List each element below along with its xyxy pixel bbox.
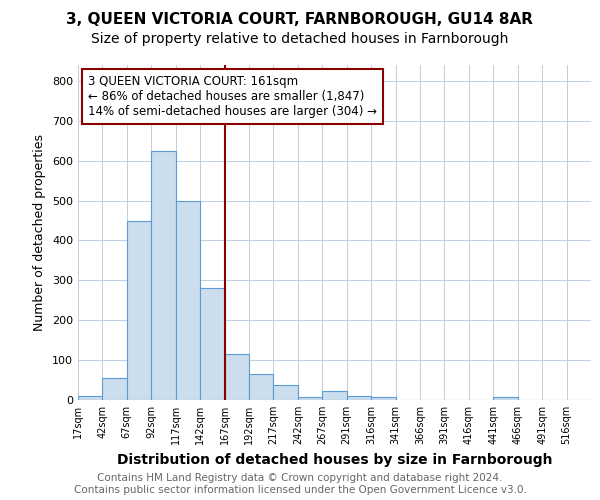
Bar <box>298 397 322 400</box>
Bar <box>103 378 127 400</box>
Bar <box>347 396 371 400</box>
Bar <box>224 354 249 400</box>
X-axis label: Distribution of detached houses by size in Farnborough: Distribution of detached houses by size … <box>117 452 552 466</box>
Y-axis label: Number of detached properties: Number of detached properties <box>34 134 46 331</box>
Bar <box>274 385 298 400</box>
Bar <box>200 288 224 400</box>
Bar <box>322 391 347 400</box>
Bar <box>371 397 395 400</box>
Bar <box>493 397 518 400</box>
Bar <box>127 220 151 400</box>
Bar <box>176 200 200 400</box>
Text: Contains HM Land Registry data © Crown copyright and database right 2024.
Contai: Contains HM Land Registry data © Crown c… <box>74 474 526 495</box>
Text: 3 QUEEN VICTORIA COURT: 161sqm
← 86% of detached houses are smaller (1,847)
14% : 3 QUEEN VICTORIA COURT: 161sqm ← 86% of … <box>88 75 377 118</box>
Bar <box>249 374 274 400</box>
Bar <box>78 396 103 400</box>
Text: Size of property relative to detached houses in Farnborough: Size of property relative to detached ho… <box>91 32 509 46</box>
Text: 3, QUEEN VICTORIA COURT, FARNBOROUGH, GU14 8AR: 3, QUEEN VICTORIA COURT, FARNBOROUGH, GU… <box>67 12 533 28</box>
Bar <box>151 150 176 400</box>
